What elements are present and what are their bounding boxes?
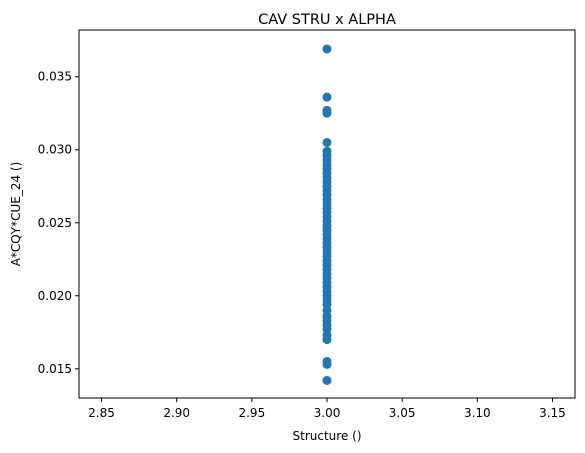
- y-tick-label: 0.030: [38, 143, 72, 157]
- x-axis-label: Structure (): [293, 429, 362, 443]
- x-axis: 2.85 2.90 2.95 3.00 3.05 3.10 3.15: [88, 398, 566, 420]
- x-tick-label: 3.05: [389, 406, 416, 420]
- y-axis-label: A*CQY*CUE_24 (): [9, 162, 23, 267]
- data-point: [322, 137, 332, 147]
- x-tick-label: 2.85: [88, 406, 115, 420]
- y-axis: 0.015 0.020 0.025 0.030 0.035: [38, 70, 79, 376]
- data-point: [322, 359, 332, 369]
- x-tick-label: 3.15: [539, 406, 566, 420]
- y-tick-label: 0.020: [38, 289, 72, 303]
- x-tick-label: 2.90: [163, 406, 190, 420]
- y-tick-label: 0.035: [38, 70, 72, 84]
- x-tick-label: 2.95: [238, 406, 265, 420]
- data-point: [322, 92, 332, 102]
- y-tick-label: 0.025: [38, 216, 72, 230]
- x-tick-label: 3.00: [314, 406, 341, 420]
- plot-area: 2.85 2.90 2.95 3.00 3.05 3.10 3.15 0.0150.0200…: [38, 29, 576, 420]
- y-tick-label: 0.015: [38, 362, 72, 376]
- data-points: [322, 44, 332, 385]
- data-point: [322, 375, 332, 385]
- chart-title: CAV STRU x ALPHA: [258, 12, 396, 28]
- data-point: [322, 108, 332, 118]
- data-point: [322, 335, 332, 345]
- x-tick-label: 3.10: [464, 406, 491, 420]
- data-point: [322, 44, 332, 54]
